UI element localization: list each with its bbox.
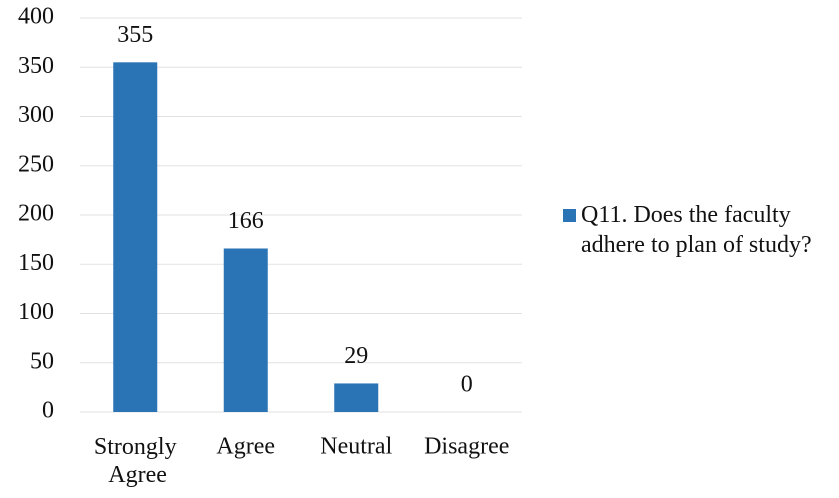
- x-tick-label: Disagree: [424, 434, 509, 460]
- y-tick-label: 300: [18, 102, 54, 128]
- y-tick-label: 200: [18, 201, 54, 227]
- data-label: 355: [117, 22, 153, 48]
- x-tick-label: Agree: [216, 434, 275, 460]
- legend-swatch: [563, 209, 576, 222]
- bar: [113, 62, 158, 412]
- y-tick-label: 150: [18, 250, 54, 276]
- y-tick-label: 400: [18, 4, 54, 30]
- data-label: 0: [461, 372, 473, 398]
- y-tick-label: 100: [18, 299, 54, 325]
- bar: [334, 383, 379, 412]
- x-tick-label: Neutral: [320, 434, 392, 460]
- x-tick-label: Strongly Agree: [94, 434, 177, 488]
- bar: [223, 248, 268, 412]
- legend-label: Q11. Does the faculty adhere to plan of …: [581, 202, 812, 258]
- legend: Q11. Does the faculty adhere to plan of …: [563, 200, 839, 258]
- y-tick-label: 0: [42, 398, 54, 424]
- y-tick-label: 50: [30, 348, 54, 374]
- data-label: 29: [344, 343, 368, 369]
- data-label: 166: [228, 208, 264, 234]
- y-tick-label: 350: [18, 53, 54, 79]
- y-tick-label: 250: [18, 151, 54, 177]
